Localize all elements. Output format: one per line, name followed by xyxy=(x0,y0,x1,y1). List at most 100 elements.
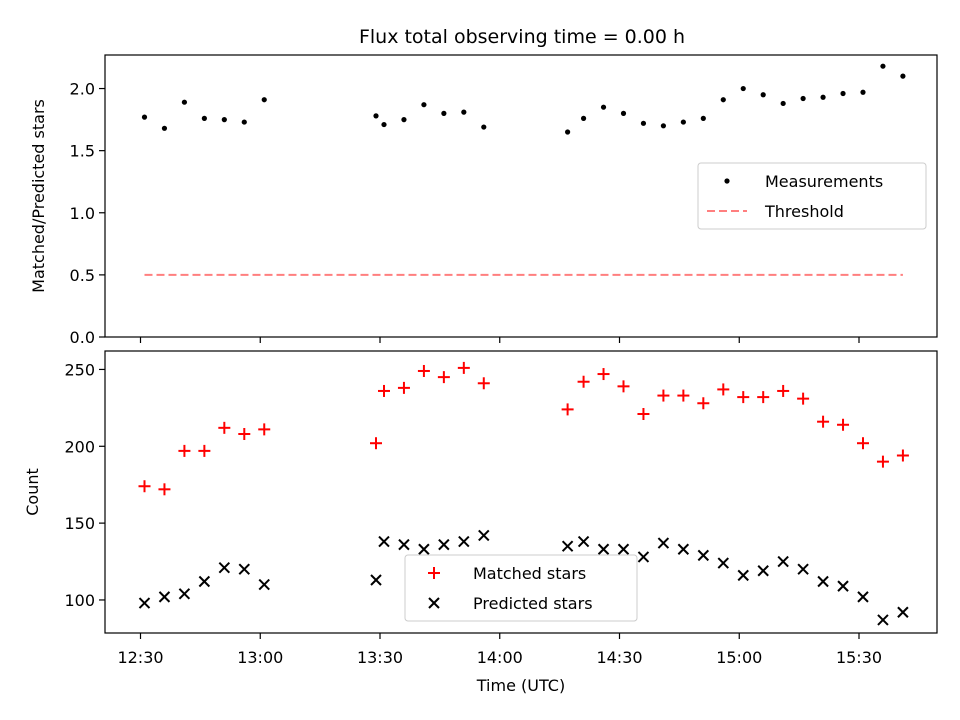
bottom-ytick-label-2: 200 xyxy=(64,437,95,456)
matched-star-point xyxy=(597,368,610,381)
xtick-label-2: 13:30 xyxy=(357,648,403,667)
legend-measurements-label: Measurements xyxy=(765,172,883,191)
predicted-star-point xyxy=(478,529,490,542)
predicted-star-point xyxy=(258,578,270,591)
matched-star-point xyxy=(837,418,850,431)
predicted-star-point xyxy=(218,561,231,574)
measurement-point xyxy=(780,100,786,107)
measurement-point xyxy=(760,92,766,98)
matched-star-point xyxy=(561,403,574,416)
measurement-point xyxy=(700,115,706,121)
xtick-label-1: 13:00 xyxy=(237,648,283,667)
top-legend-box xyxy=(697,162,927,230)
matched-star-point xyxy=(397,381,410,394)
matched-star-point xyxy=(617,380,630,393)
matched-star-point xyxy=(677,389,690,402)
measurement-point xyxy=(161,125,168,131)
top-panel: 0.00.51.01.52.0 Matched/Predicted stars … xyxy=(29,54,938,347)
measurement-point xyxy=(800,95,806,102)
matched-star-point xyxy=(218,421,231,434)
measurement-point xyxy=(880,63,886,69)
predicted-star-point xyxy=(370,574,382,586)
measurement-point xyxy=(620,110,627,116)
predicted-star-point xyxy=(677,543,690,555)
predicted-star-point xyxy=(657,537,670,549)
measurement-point xyxy=(461,109,467,115)
measurement-point xyxy=(580,115,587,121)
predicted-star-point xyxy=(561,540,574,552)
measurement-point xyxy=(740,85,746,92)
legend-matched-label: Matched stars xyxy=(473,564,586,583)
measurement-point xyxy=(241,119,247,125)
chart-title: Flux total observing time = 0.00 h xyxy=(359,26,685,48)
matched-star-point xyxy=(777,384,790,397)
measurement-point xyxy=(565,129,571,135)
xtick-label-5: 15:00 xyxy=(716,648,762,667)
predicted-star-point xyxy=(617,543,630,555)
matched-star-point xyxy=(657,389,670,402)
bottom-plot-frame xyxy=(104,350,938,634)
measurement-point xyxy=(141,114,148,120)
predicted-star-point xyxy=(797,563,809,575)
legend-matched-marker xyxy=(428,567,440,579)
bottom-ytick-label-3: 250 xyxy=(64,360,95,379)
predicted-star-point xyxy=(398,538,410,551)
bottom-legend-box xyxy=(404,554,638,622)
predicted-star-point xyxy=(577,535,590,548)
legend-predicted-marker xyxy=(428,597,440,609)
matched-star-point xyxy=(876,455,889,468)
measurement-point xyxy=(421,102,427,108)
measurement-point xyxy=(600,104,607,110)
predicted-star-point xyxy=(198,575,211,588)
matched-star-point xyxy=(158,483,171,496)
matched-star-point xyxy=(178,444,191,457)
xtick-label-0: 12:30 xyxy=(117,648,163,667)
matched-star-point xyxy=(637,408,650,421)
top-legend: Measurements Threshold xyxy=(697,162,927,230)
measurement-point xyxy=(201,115,207,121)
xtick-label-6: 15:30 xyxy=(836,648,882,667)
bottom-plot-marks xyxy=(138,361,909,626)
top-ytick-label-1: 0.5 xyxy=(70,266,95,285)
matched-star-point xyxy=(238,427,251,440)
predicted-star-point xyxy=(418,543,430,555)
matched-star-point xyxy=(138,480,151,493)
predicted-star-point xyxy=(717,557,729,569)
measurement-point xyxy=(720,97,726,103)
matched-star-point xyxy=(477,377,490,390)
measurement-point xyxy=(900,73,906,79)
measurement-point xyxy=(261,97,267,103)
predicted-star-point xyxy=(777,555,789,568)
measurement-point xyxy=(640,120,647,126)
predicted-star-point xyxy=(138,597,151,609)
predicted-star-point xyxy=(857,591,869,603)
xtick-label-4: 14:30 xyxy=(596,648,642,667)
legend-measurements-marker xyxy=(724,178,730,184)
matched-star-point xyxy=(697,397,710,410)
top-plot-marks xyxy=(141,63,906,276)
legend-predicted-label: Predicted stars xyxy=(473,594,593,613)
predicted-star-point xyxy=(697,549,710,562)
measurement-point xyxy=(381,121,387,128)
matched-star-point xyxy=(437,371,450,384)
measurement-point xyxy=(401,116,407,123)
matched-star-point xyxy=(417,364,430,377)
predicted-star-point xyxy=(158,591,171,603)
bottom-panel: 100 150 200 250 12:30 13:00 13:30 14:00 14:30 15… xyxy=(23,350,938,695)
bottom-ytick-label-0: 100 xyxy=(64,591,95,610)
measurement-point xyxy=(660,123,667,129)
x-axis-label: Time (UTC) xyxy=(476,676,565,695)
predicted-star-point xyxy=(757,565,769,577)
predicted-star-point xyxy=(438,538,450,551)
predicted-star-point xyxy=(817,575,829,588)
matched-star-point xyxy=(757,391,770,404)
matched-star-point xyxy=(198,444,211,457)
matched-star-point xyxy=(797,392,810,405)
measurement-point xyxy=(840,90,846,97)
matched-star-point xyxy=(577,375,590,388)
matched-star-point xyxy=(370,437,383,450)
matched-star-point xyxy=(457,361,470,374)
predicted-star-point xyxy=(178,588,191,600)
top-ytick-label-3: 1.5 xyxy=(70,142,95,161)
